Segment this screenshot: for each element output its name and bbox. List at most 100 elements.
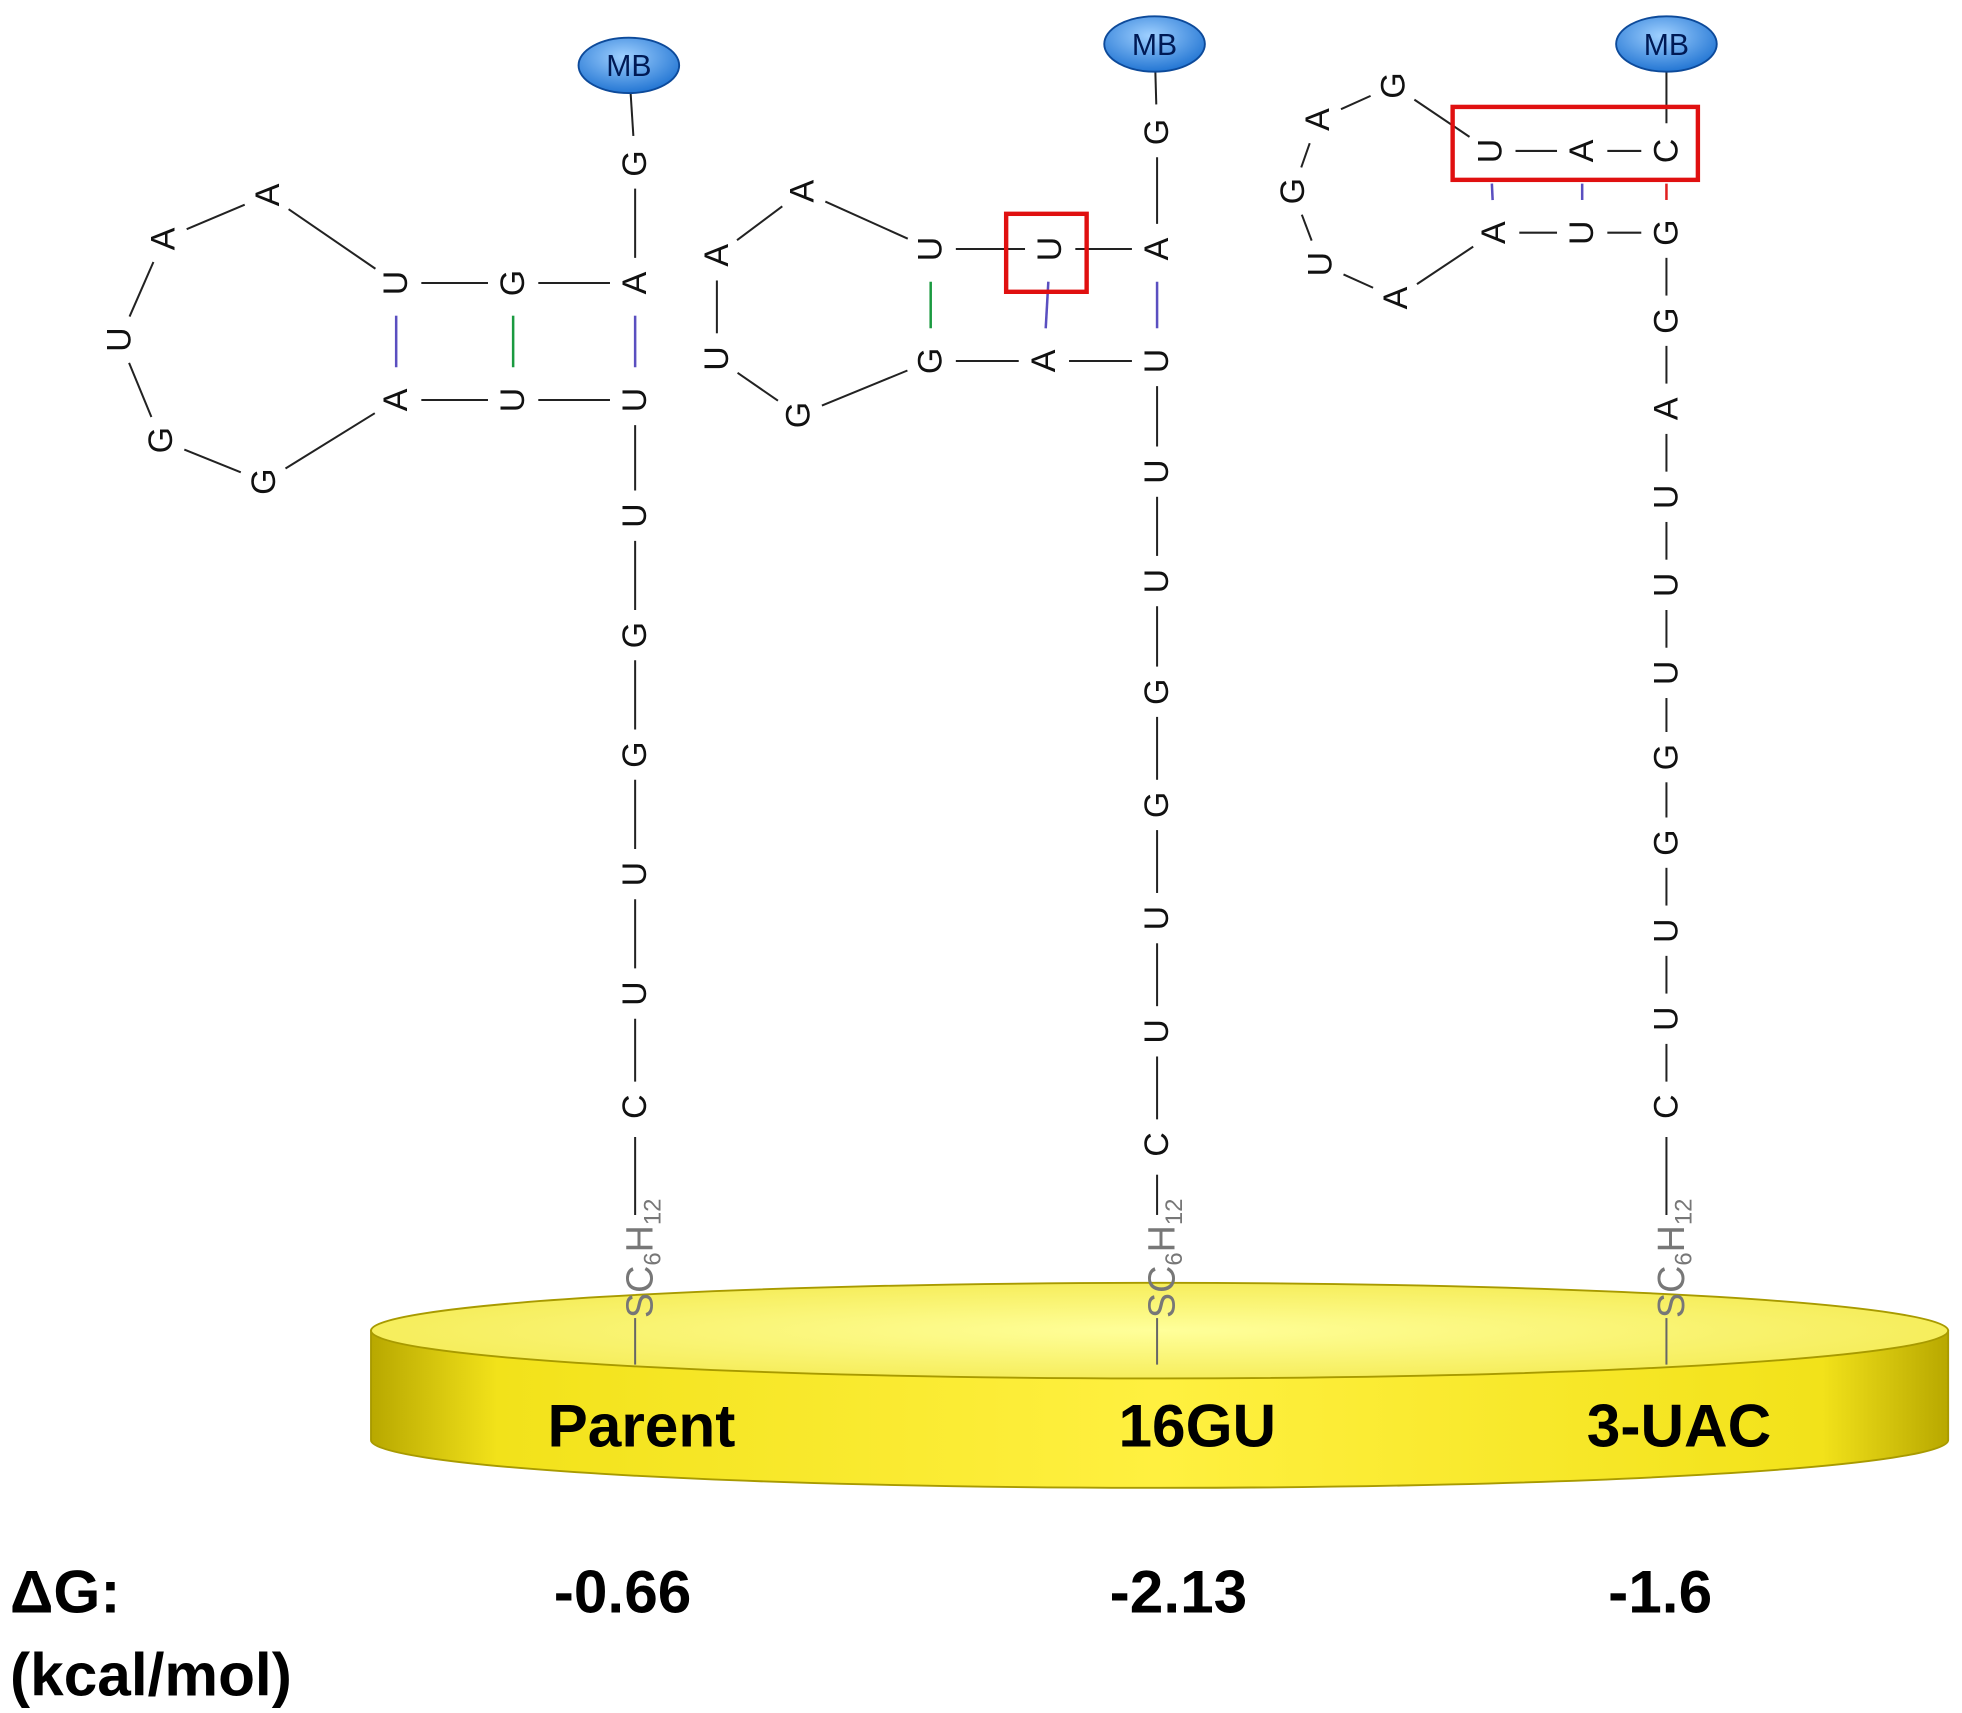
nucleotide: G bbox=[1138, 792, 1176, 818]
nucleotide: A bbox=[1025, 349, 1063, 372]
nucleotide: G bbox=[142, 427, 180, 453]
nucleotide: U bbox=[616, 388, 654, 413]
nucleotide: A bbox=[698, 244, 736, 267]
nucleotide: U bbox=[912, 237, 950, 262]
nucleotide: U bbox=[1471, 139, 1509, 164]
delta-g-value: -1.6 bbox=[1608, 1557, 1712, 1625]
delta-g-unit: (kcal/mol) bbox=[10, 1640, 292, 1708]
molecule-name: Parent bbox=[547, 1391, 735, 1459]
nucleotide: A bbox=[783, 180, 821, 203]
backbone-line bbox=[821, 369, 908, 407]
nucleotide: G bbox=[1647, 308, 1685, 334]
nucleotide: G bbox=[780, 402, 818, 428]
nucleotide: G bbox=[1647, 829, 1685, 855]
backbone-line bbox=[1154, 71, 1158, 105]
linker-part: 12 bbox=[1671, 1199, 1698, 1226]
mb-label: MB bbox=[1132, 29, 1177, 62]
highlight-box bbox=[1450, 104, 1701, 183]
nucleotide: G bbox=[912, 348, 950, 374]
nucleotide: A bbox=[616, 271, 654, 294]
nucleotide: U bbox=[1138, 349, 1176, 374]
backbone-line bbox=[288, 208, 377, 270]
backbone-line bbox=[1340, 94, 1371, 111]
nucleotide: U bbox=[1138, 459, 1176, 484]
nucleotide: U bbox=[1647, 485, 1685, 510]
nucleotide: G bbox=[1138, 679, 1176, 705]
nucleotide: U bbox=[1302, 252, 1340, 277]
linker-label: SC6H12 bbox=[619, 1199, 667, 1319]
linker-part: H bbox=[1141, 1225, 1183, 1252]
nucleotide: G bbox=[1375, 72, 1413, 98]
backbone-line bbox=[629, 92, 635, 136]
nucleotide: G bbox=[1138, 119, 1176, 145]
nucleotide: G bbox=[1647, 744, 1685, 770]
mb-label: MB bbox=[1644, 29, 1689, 62]
nucleotide: A bbox=[377, 388, 415, 411]
linker-part: SC bbox=[619, 1266, 661, 1318]
linker-label: SC6H12 bbox=[1141, 1199, 1189, 1319]
backbone-line bbox=[183, 448, 242, 474]
nucleotide: G bbox=[616, 741, 654, 767]
nucleotide: U bbox=[1031, 237, 1069, 262]
rna-structure: G A G U A A U G G A U U U G G U U C bbox=[100, 150, 654, 1119]
linker-part: H bbox=[619, 1225, 661, 1252]
nucleotide: U bbox=[494, 388, 532, 413]
molecule-name: 3-UAC bbox=[1587, 1391, 1771, 1459]
nucleotide: U bbox=[698, 346, 736, 371]
linker-part: 12 bbox=[1161, 1199, 1188, 1226]
nucleotide: C bbox=[1647, 139, 1685, 164]
nucleotide: A bbox=[145, 227, 183, 250]
rna-structure: C A U G A G U A A U G G A U U U G G U U C bbox=[1274, 72, 1686, 1119]
nucleotide: C bbox=[616, 1095, 654, 1120]
nucleotide: G bbox=[1274, 178, 1312, 204]
backbone-line bbox=[736, 371, 779, 402]
nucleotide: A bbox=[1475, 221, 1513, 244]
backbone-line bbox=[1300, 142, 1311, 168]
linker-part: SC bbox=[1141, 1266, 1183, 1318]
linker-label: SC6H12 bbox=[1650, 1199, 1698, 1319]
nucleotide: U bbox=[1647, 661, 1685, 686]
nucleotide: G bbox=[616, 622, 654, 648]
nucleotide: U bbox=[100, 327, 138, 352]
backbone-line bbox=[1413, 98, 1471, 138]
linker-part: SC bbox=[1650, 1266, 1692, 1318]
linker-part: 6 bbox=[1671, 1252, 1698, 1265]
nucleotide: U bbox=[1138, 569, 1176, 594]
linker-part: 12 bbox=[639, 1199, 666, 1226]
nucleotide: C bbox=[1138, 1132, 1176, 1157]
linker-part: H bbox=[1650, 1225, 1692, 1252]
molecule-name: 16GU bbox=[1118, 1391, 1276, 1459]
nucleotide: A bbox=[1138, 237, 1176, 260]
nucleotide: A bbox=[1299, 108, 1337, 131]
backbone-line bbox=[1416, 245, 1474, 285]
backbone-line bbox=[824, 200, 909, 240]
linker-part: 6 bbox=[639, 1252, 666, 1265]
nucleotide: C bbox=[1647, 1095, 1685, 1120]
delta-g-label: ΔG: bbox=[10, 1557, 120, 1625]
nucleotide: A bbox=[1377, 286, 1415, 309]
nucleotide: A bbox=[1563, 139, 1601, 162]
nucleotide: U bbox=[1647, 918, 1685, 943]
mb-label-bubble bbox=[1615, 15, 1718, 73]
backbone-line bbox=[284, 412, 376, 470]
nucleotide: G bbox=[616, 150, 654, 176]
highlight-box bbox=[1003, 211, 1089, 294]
nucleotide: U bbox=[616, 981, 654, 1006]
backbone-line bbox=[1300, 214, 1313, 241]
delta-g-value: -2.13 bbox=[1110, 1557, 1248, 1625]
nucleotide: A bbox=[1647, 397, 1685, 420]
gold-surface bbox=[370, 1281, 1950, 1489]
delta-g-value: -0.66 bbox=[554, 1557, 692, 1625]
linker-part: 6 bbox=[1161, 1252, 1188, 1265]
nucleotide: U bbox=[1138, 906, 1176, 931]
backbone-line bbox=[736, 205, 783, 242]
backbone-line bbox=[128, 261, 155, 317]
base-pair bbox=[1490, 183, 1494, 201]
nucleotide: A bbox=[249, 183, 287, 206]
base-pair bbox=[1044, 281, 1050, 329]
backbone-line bbox=[1343, 273, 1374, 289]
nucleotide: U bbox=[1647, 1006, 1685, 1031]
nucleotide: G bbox=[245, 469, 283, 495]
